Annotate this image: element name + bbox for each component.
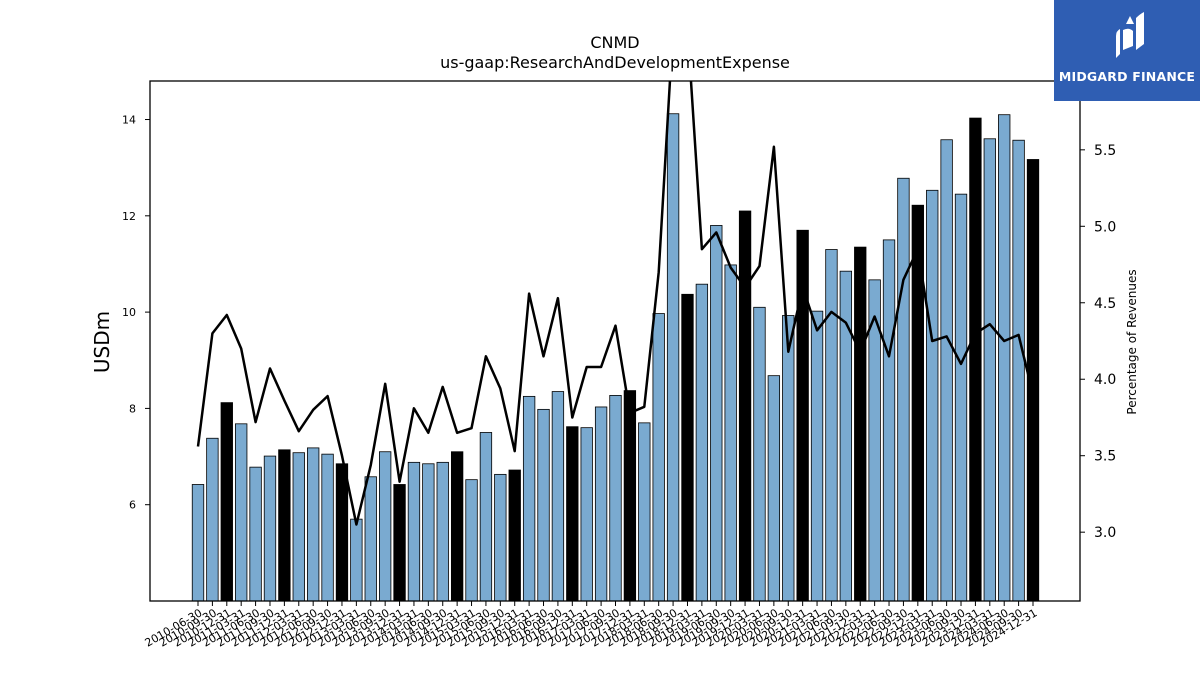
chart-title: CNMD — [590, 33, 639, 52]
y-tick-label: 12 — [122, 210, 136, 223]
bar — [321, 453, 334, 602]
bar — [465, 479, 478, 602]
bar — [767, 375, 781, 602]
y-tick-label: 14 — [122, 114, 136, 127]
bar — [825, 249, 838, 602]
bar — [307, 447, 320, 602]
bar — [724, 264, 737, 602]
bar — [926, 189, 939, 602]
bar — [998, 114, 1011, 602]
bar — [911, 204, 924, 602]
y-tick-label: 6 — [129, 499, 136, 512]
x-axis: 2010-06-302010-09-302010-12-312011-03-31… — [143, 601, 1040, 650]
bar — [206, 437, 219, 602]
y2-tick-label: 3.5 — [1094, 449, 1116, 465]
bar — [422, 463, 435, 602]
bar — [940, 139, 953, 602]
bar — [494, 473, 507, 602]
bar — [796, 229, 809, 602]
y2-tick-label: 3.0 — [1094, 525, 1116, 541]
y2-tick-label: 4.0 — [1094, 372, 1116, 388]
bar — [954, 193, 968, 602]
bar — [1012, 139, 1025, 602]
midgard-finance-logo: MIDGARD FINANCE — [1054, 0, 1200, 101]
bar — [810, 310, 824, 602]
y-tick-label: 10 — [122, 306, 136, 319]
bar — [782, 315, 795, 602]
bar — [191, 484, 205, 602]
bar — [969, 117, 982, 602]
bar — [479, 432, 493, 602]
y2-tick-label: 5.0 — [1094, 219, 1116, 235]
y-axis-label: USDm — [90, 311, 114, 373]
bar — [983, 138, 996, 602]
y2-axis: 3.0 3.5 4.0 4.5 5.0 5.5 — [1080, 143, 1116, 541]
bar — [407, 461, 421, 602]
bar — [292, 452, 305, 602]
bar — [882, 239, 896, 602]
bar — [738, 210, 752, 602]
bar — [378, 451, 392, 602]
bar — [235, 423, 248, 602]
bar — [364, 476, 377, 602]
percentage-line — [196, 81, 1035, 526]
bar — [753, 306, 766, 602]
bar — [220, 402, 233, 602]
bar — [249, 466, 262, 602]
bar — [695, 283, 709, 602]
bar — [666, 113, 680, 602]
y2-tick-label: 4.5 — [1094, 296, 1116, 312]
y2-axis-label: Percentage of Revenues — [1125, 269, 1139, 414]
bar — [897, 177, 910, 602]
y-tick-label: 8 — [129, 402, 136, 415]
line-series — [196, 81, 1035, 526]
bar — [522, 395, 536, 602]
bar — [623, 390, 637, 602]
bar — [710, 225, 723, 602]
y2-tick-label: 5.5 — [1094, 143, 1116, 159]
bar — [594, 406, 608, 602]
bar — [537, 408, 550, 602]
bar — [652, 313, 665, 602]
bar — [436, 461, 449, 602]
bar — [350, 518, 363, 602]
logo-text: MIDGARD FINANCE — [1058, 69, 1196, 84]
bar — [278, 449, 291, 602]
y-axis: 6 8 10 12 14 — [122, 114, 150, 512]
midgard-logo-icon — [1116, 12, 1144, 58]
bar — [638, 422, 651, 602]
bar — [566, 426, 579, 602]
bar — [450, 451, 464, 602]
bar-series — [191, 113, 1040, 602]
bar — [393, 484, 406, 602]
bar — [335, 463, 349, 602]
bar — [263, 455, 277, 602]
bar — [508, 469, 521, 602]
bar — [551, 391, 565, 602]
bar — [681, 293, 694, 602]
chart-subtitle: us-gaap:ResearchAndDevelopmentExpense — [440, 53, 790, 72]
bar — [580, 427, 593, 602]
bar — [854, 246, 867, 602]
bar — [609, 395, 622, 602]
